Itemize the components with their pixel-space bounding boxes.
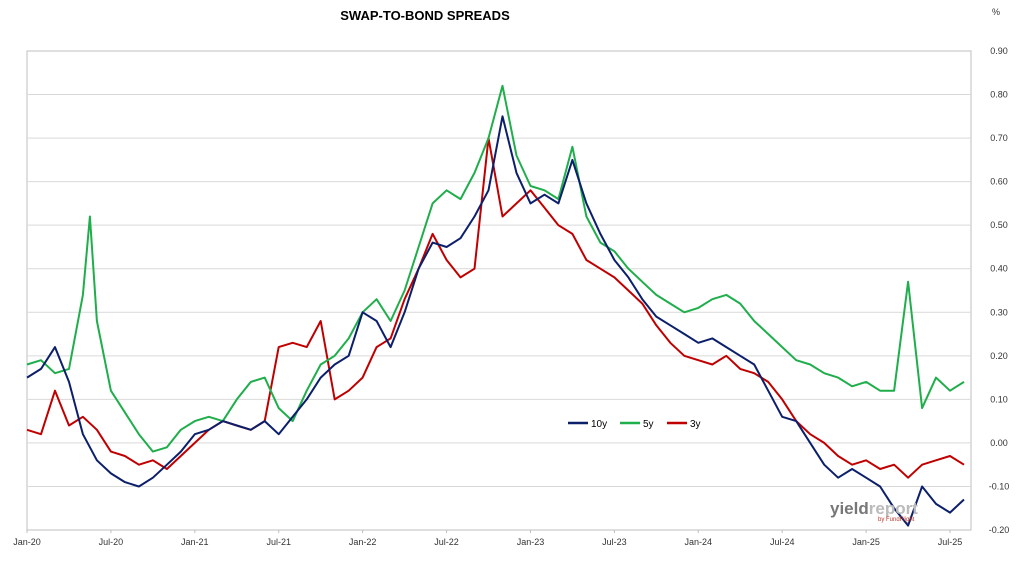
y-tick-label: 0.70 xyxy=(990,133,1008,143)
y-axis-ticks: 0.90 0.80 0.70 0.60 0.50 0.40 0.30 0.20 0.10 0.00… xyxy=(989,46,1010,535)
y-tick-label: -0.10 xyxy=(989,481,1010,491)
plot-area-border xyxy=(26,50,972,531)
y-axis-unit-label: % xyxy=(992,7,1000,17)
chart-title: SWAP-TO-BOND SPREADS xyxy=(340,8,510,23)
y-tick-label: 0.20 xyxy=(990,351,1008,361)
series-line-3y xyxy=(26,137,965,479)
y-tick-label: 0.80 xyxy=(990,90,1008,100)
yieldreport-watermark: yieldreport by FundFlight xyxy=(830,499,918,523)
x-tick-label: Jan-22 xyxy=(349,537,377,547)
y-tick-label: 0.90 xyxy=(990,46,1008,56)
y-tick-label: 0.30 xyxy=(990,307,1008,317)
y-tick-label: 0.60 xyxy=(990,177,1008,187)
y-tick-label: 0.00 xyxy=(990,438,1008,448)
legend: 10y 5y 3y xyxy=(568,419,701,430)
x-tick-label: Jul-22 xyxy=(434,537,459,547)
x-tick-label: Jan-25 xyxy=(852,537,880,547)
x-tick-label: Jul-25 xyxy=(938,537,963,547)
x-tick-label: Jul-24 xyxy=(770,537,795,547)
x-tick-label: Jan-24 xyxy=(685,537,713,547)
legend-label-3y: 3y xyxy=(690,419,701,430)
x-tick-label: Jul-23 xyxy=(602,537,627,547)
y-tick-label: -0.20 xyxy=(989,525,1010,535)
watermark-logo: yieldreport xyxy=(830,499,918,518)
legend-label-10y: 10y xyxy=(591,419,607,430)
x-tick-label: Jan-20 xyxy=(13,537,41,547)
gridlines xyxy=(27,94,971,487)
x-tick-label: Jul-20 xyxy=(99,537,124,547)
series-line-5y xyxy=(26,84,965,453)
series-line-10y xyxy=(26,115,965,527)
legend-label-5y: 5y xyxy=(643,419,654,430)
y-tick-label: 0.10 xyxy=(990,394,1008,404)
y-tick-label: 0.50 xyxy=(990,220,1008,230)
x-tick-label: Jan-21 xyxy=(181,537,209,547)
x-axis-ticks: Jan-20 Jul-20 Jan-21 Jul-21 Jan-22 Jul-22 Jan-… xyxy=(13,530,962,547)
y-tick-label: 0.40 xyxy=(990,264,1008,274)
x-tick-label: Jan-23 xyxy=(517,537,545,547)
watermark-byline: by FundFlight xyxy=(878,517,915,523)
x-tick-label: Jul-21 xyxy=(266,537,291,547)
series-lines xyxy=(26,84,965,527)
